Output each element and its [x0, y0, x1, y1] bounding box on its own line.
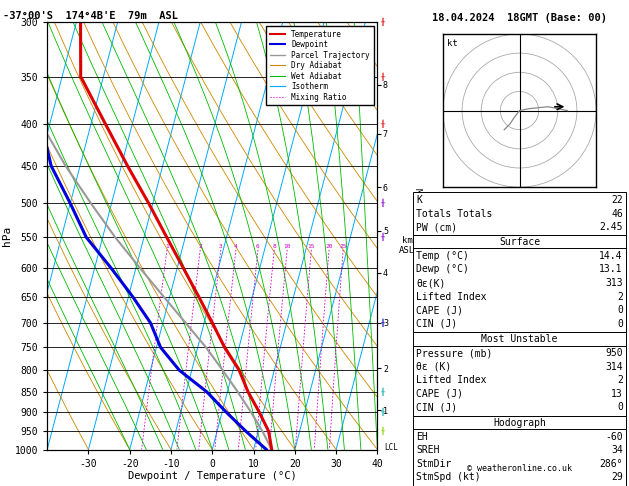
Text: 13.1: 13.1: [599, 264, 623, 275]
Text: 4: 4: [234, 244, 238, 249]
Y-axis label: km
ASL: km ASL: [399, 236, 416, 255]
Text: 313: 313: [605, 278, 623, 288]
Text: ╫: ╫: [380, 72, 384, 81]
Text: CAPE (J): CAPE (J): [416, 305, 463, 315]
Text: 2.45: 2.45: [599, 223, 623, 232]
Text: θε (K): θε (K): [416, 362, 452, 372]
Text: ╫: ╫: [380, 408, 384, 417]
Text: -37°00'S  174°4B'E  79m  ASL: -37°00'S 174°4B'E 79m ASL: [3, 11, 178, 21]
Text: ╫: ╫: [380, 427, 384, 435]
Text: 950: 950: [605, 348, 623, 358]
Text: 13: 13: [611, 389, 623, 399]
Text: -60: -60: [605, 432, 623, 442]
Text: 0: 0: [617, 305, 623, 315]
Text: 6: 6: [256, 244, 260, 249]
Text: Surface: Surface: [499, 237, 540, 247]
Text: Lifted Index: Lifted Index: [416, 292, 487, 302]
Text: 3: 3: [219, 244, 223, 249]
Text: 18.04.2024  18GMT (Base: 00): 18.04.2024 18GMT (Base: 00): [432, 13, 607, 23]
Text: ╫: ╫: [380, 199, 384, 208]
Text: Lifted Index: Lifted Index: [416, 375, 487, 385]
Text: 2: 2: [617, 292, 623, 302]
Text: CIN (J): CIN (J): [416, 402, 457, 413]
Text: ╫: ╫: [380, 319, 384, 327]
Text: 46: 46: [611, 209, 623, 219]
Text: EH: EH: [416, 432, 428, 442]
Text: 2: 2: [198, 244, 202, 249]
Text: 0: 0: [617, 319, 623, 329]
Text: ╫: ╫: [380, 120, 384, 128]
Text: Pressure (mb): Pressure (mb): [416, 348, 493, 358]
Text: 15: 15: [308, 244, 315, 249]
Text: 29: 29: [611, 472, 623, 483]
Text: 2: 2: [617, 375, 623, 385]
Text: PW (cm): PW (cm): [416, 223, 457, 232]
Text: 34: 34: [611, 445, 623, 455]
Text: SREH: SREH: [416, 445, 440, 455]
Text: θε(K): θε(K): [416, 278, 445, 288]
Text: 8: 8: [272, 244, 276, 249]
Text: © weatheronline.co.uk: © weatheronline.co.uk: [467, 464, 572, 473]
Text: 1: 1: [165, 244, 169, 249]
Text: kt: kt: [447, 38, 457, 48]
Text: 0: 0: [617, 402, 623, 413]
Text: 22: 22: [611, 195, 623, 205]
Text: ╫: ╫: [380, 388, 384, 396]
Text: 10: 10: [284, 244, 291, 249]
Text: Totals Totals: Totals Totals: [416, 209, 493, 219]
Text: 14.4: 14.4: [599, 251, 623, 261]
Legend: Temperature, Dewpoint, Parcel Trajectory, Dry Adiabat, Wet Adiabat, Isotherm, Mi: Temperature, Dewpoint, Parcel Trajectory…: [266, 26, 374, 105]
Text: ╫: ╫: [380, 233, 384, 242]
Text: 20: 20: [325, 244, 333, 249]
Text: Hodograph: Hodograph: [493, 418, 546, 428]
Text: Mixing Ratio (g/kg): Mixing Ratio (g/kg): [413, 188, 421, 283]
Text: ╫: ╫: [380, 17, 384, 26]
Text: 25: 25: [340, 244, 347, 249]
Text: CAPE (J): CAPE (J): [416, 389, 463, 399]
Text: Dewp (°C): Dewp (°C): [416, 264, 469, 275]
Text: CIN (J): CIN (J): [416, 319, 457, 329]
Text: LCL: LCL: [384, 443, 398, 452]
Y-axis label: hPa: hPa: [2, 226, 12, 246]
Text: StmDir: StmDir: [416, 459, 452, 469]
Text: 314: 314: [605, 362, 623, 372]
Text: K: K: [416, 195, 422, 205]
Text: 286°: 286°: [599, 459, 623, 469]
Text: Temp (°C): Temp (°C): [416, 251, 469, 261]
Text: Most Unstable: Most Unstable: [481, 334, 558, 345]
X-axis label: Dewpoint / Temperature (°C): Dewpoint / Temperature (°C): [128, 471, 297, 481]
Text: StmSpd (kt): StmSpd (kt): [416, 472, 481, 483]
